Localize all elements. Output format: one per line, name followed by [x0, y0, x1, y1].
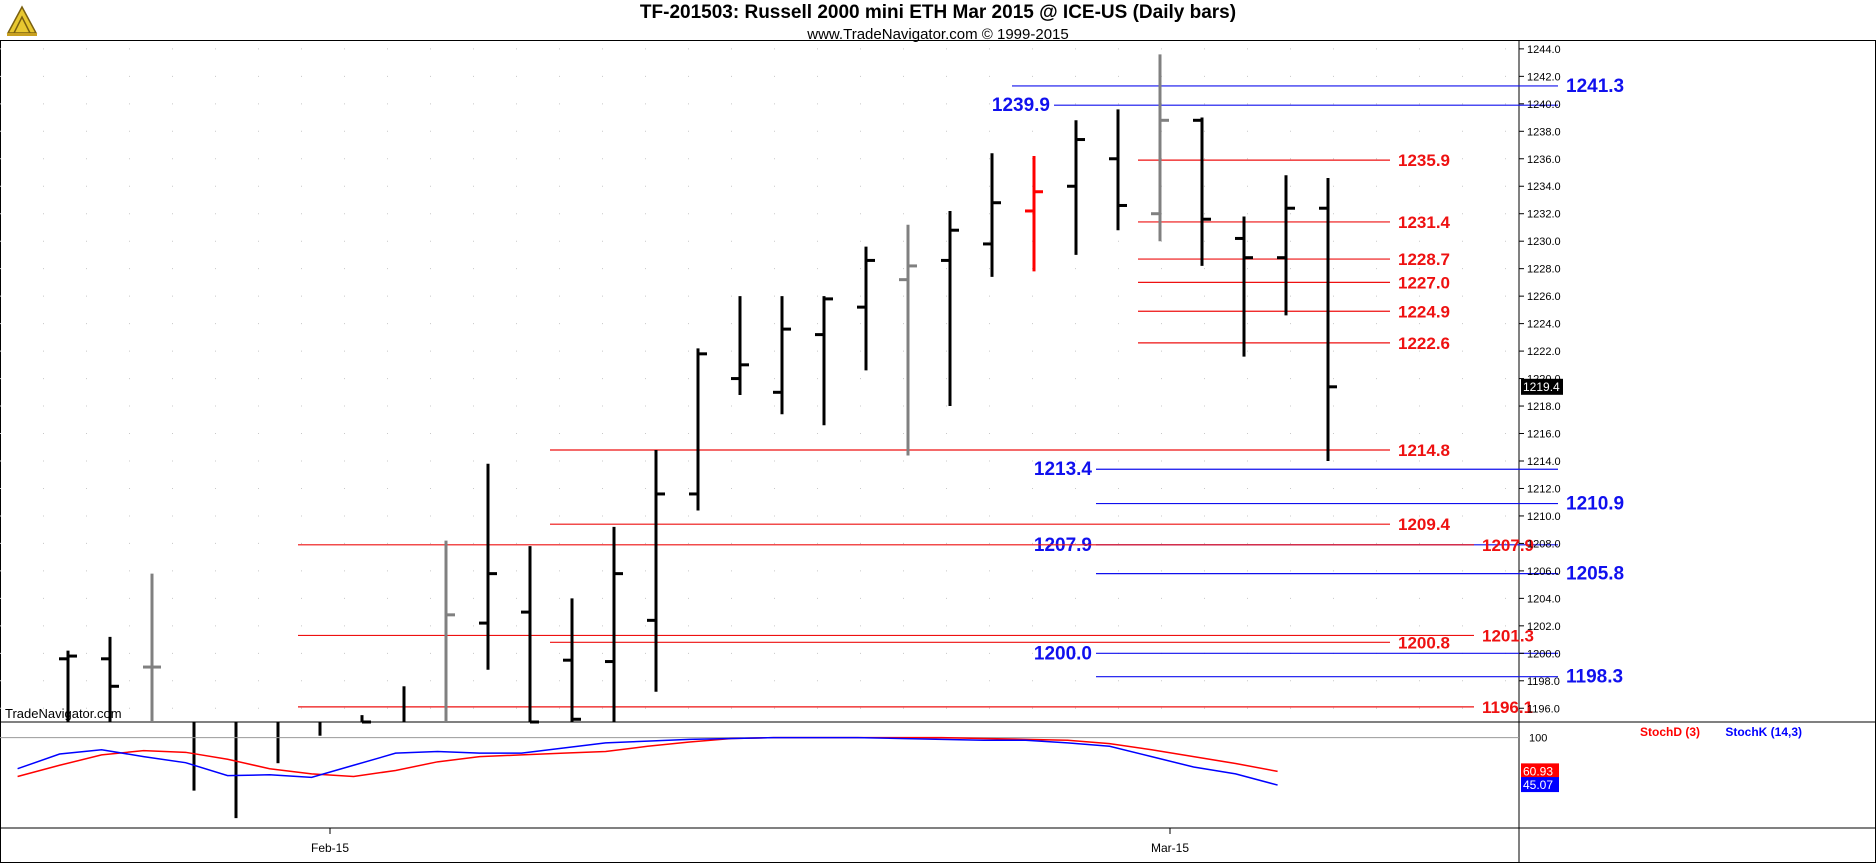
stoch-last-label: 45.07	[1523, 778, 1553, 792]
ohlc-bar	[444, 540, 455, 722]
stoch-last-box	[1521, 763, 1559, 779]
x-tick-label: Mar-15	[1151, 841, 1189, 855]
ohlc-bar	[647, 450, 665, 692]
y-tick-label: 1244.0	[1527, 44, 1561, 56]
ohlc-bar	[1319, 178, 1337, 461]
ohlc-bar	[605, 526, 623, 722]
level-label: 1224.9	[1398, 302, 1450, 321]
ohlc-bar	[360, 715, 371, 724]
y-tick-label: 1210.0	[1527, 511, 1561, 523]
y-tick-label: 1200.0	[1527, 648, 1561, 660]
ohlc-bar	[1109, 109, 1127, 231]
ohlc-bar	[143, 573, 161, 722]
y-tick-label: 1228.0	[1527, 264, 1561, 276]
ohlc-bar	[983, 153, 1001, 277]
y-tick-label: 1208.0	[1527, 538, 1561, 550]
ohlc-bar	[521, 546, 539, 724]
level-label: 1209.4	[1398, 515, 1451, 534]
level-label: 1241.3	[1566, 76, 1624, 97]
date-axis: Feb-15 Mar-15	[311, 828, 1189, 855]
stoch-last-label: 60.93	[1523, 764, 1553, 778]
last-price-box	[1521, 378, 1563, 395]
y-tick-label: 1212.0	[1527, 483, 1561, 495]
y-tick-label: 1234.0	[1527, 181, 1561, 193]
ohlc-bar	[773, 296, 791, 415]
legend-stoch-k: StochK (14,3)	[1725, 725, 1802, 739]
last-price-label: 1219.4	[1523, 380, 1560, 394]
y-tick-label: 1206.0	[1527, 566, 1561, 578]
ohlc-bar	[1067, 120, 1085, 255]
chart-subtitle: www.TradeNavigator.com © 1999-2015	[807, 26, 1069, 43]
level-label: 1200.0	[1034, 643, 1092, 664]
y-tick-label: 1224.0	[1527, 319, 1561, 331]
stoch-series-line	[17, 736, 1278, 786]
y-tick-label: 1240.0	[1527, 99, 1561, 111]
level-label: 1200.8	[1398, 633, 1450, 652]
watermark: TradeNavigator.com	[5, 706, 122, 721]
y-tick-label: 1230.0	[1527, 236, 1561, 248]
level-label: 1196.1	[1482, 698, 1533, 717]
level-label: 1239.9	[992, 95, 1050, 116]
level-label: 1213.4	[1034, 459, 1093, 480]
level-label: 1235.9	[1398, 151, 1450, 170]
level-label: 1207.9	[1482, 536, 1534, 555]
y-tick-label: 1242.0	[1527, 71, 1561, 83]
y-tick-label: 1218.0	[1527, 401, 1561, 413]
ohlc-bar	[815, 296, 833, 426]
ohlc-bar	[1151, 54, 1169, 242]
ohlc-bar	[59, 650, 77, 722]
ohlc-bar	[731, 296, 749, 396]
y-tick-label: 1238.0	[1527, 126, 1561, 138]
level-label: 1227.0	[1398, 273, 1450, 292]
y-tick-label: 1196.0	[1527, 703, 1560, 715]
ohlc-bar	[899, 224, 917, 456]
ohlc-bar	[479, 463, 497, 670]
ohlc-bar	[1235, 216, 1253, 357]
level-label: 1198.3	[1566, 667, 1623, 688]
y-tick-label: 1214.0	[1527, 456, 1561, 468]
level-label: 1201.3	[1482, 626, 1534, 645]
level-label: 1214.8	[1398, 441, 1450, 460]
y-tick-label: 1198.0	[1527, 676, 1560, 688]
chart-title: TF-201503: Russell 2000 mini ETH Mar 201…	[639, 2, 1237, 23]
ohlc-bar	[1193, 117, 1211, 266]
level-label: 1231.4	[1398, 213, 1451, 232]
level-label: 1210.9	[1566, 494, 1624, 515]
x-tick-label: Feb-15	[311, 841, 349, 855]
level-label: 1205.8	[1566, 564, 1624, 585]
y-tick-label: 1222.0	[1527, 346, 1561, 358]
trade-navigator-logo-icon	[4, 3, 40, 44]
level-label: 1222.6	[1398, 334, 1450, 353]
ohlc-bar	[1025, 156, 1043, 272]
y-tick-label: 1236.0	[1527, 154, 1561, 166]
ohlc-bar	[689, 348, 707, 511]
y-tick-label: 1204.0	[1527, 593, 1561, 605]
price-axis: 1196.0 1198.0 1200.0 1202.0 1204.0 1206.0 1208…	[1519, 44, 1563, 715]
level-lines: 1241.3 1239.9 1235.9 1231.4 1228.7 1227.0 1224…	[298, 76, 1624, 717]
legend-stoch-d: StochD (3)	[1640, 725, 1700, 739]
price-bars	[59, 54, 1337, 819]
y-tick-label: 1232.0	[1527, 209, 1561, 221]
level-label: 1228.7	[1398, 250, 1450, 269]
ohlc-bar	[941, 210, 959, 407]
y-tick-label: 1226.0	[1527, 291, 1561, 303]
ohlc-bar	[1277, 175, 1295, 316]
stoch-series-line	[17, 736, 1278, 778]
ohlc-bar	[857, 246, 875, 371]
ohlc-bar	[101, 636, 119, 722]
y-tick-label: 1202.0	[1527, 621, 1561, 633]
ohlc-bar	[563, 598, 581, 722]
stoch-last-box	[1521, 777, 1559, 793]
stoch-tick-label: 100	[1529, 733, 1547, 745]
y-tick-label: 1216.0	[1527, 429, 1561, 441]
